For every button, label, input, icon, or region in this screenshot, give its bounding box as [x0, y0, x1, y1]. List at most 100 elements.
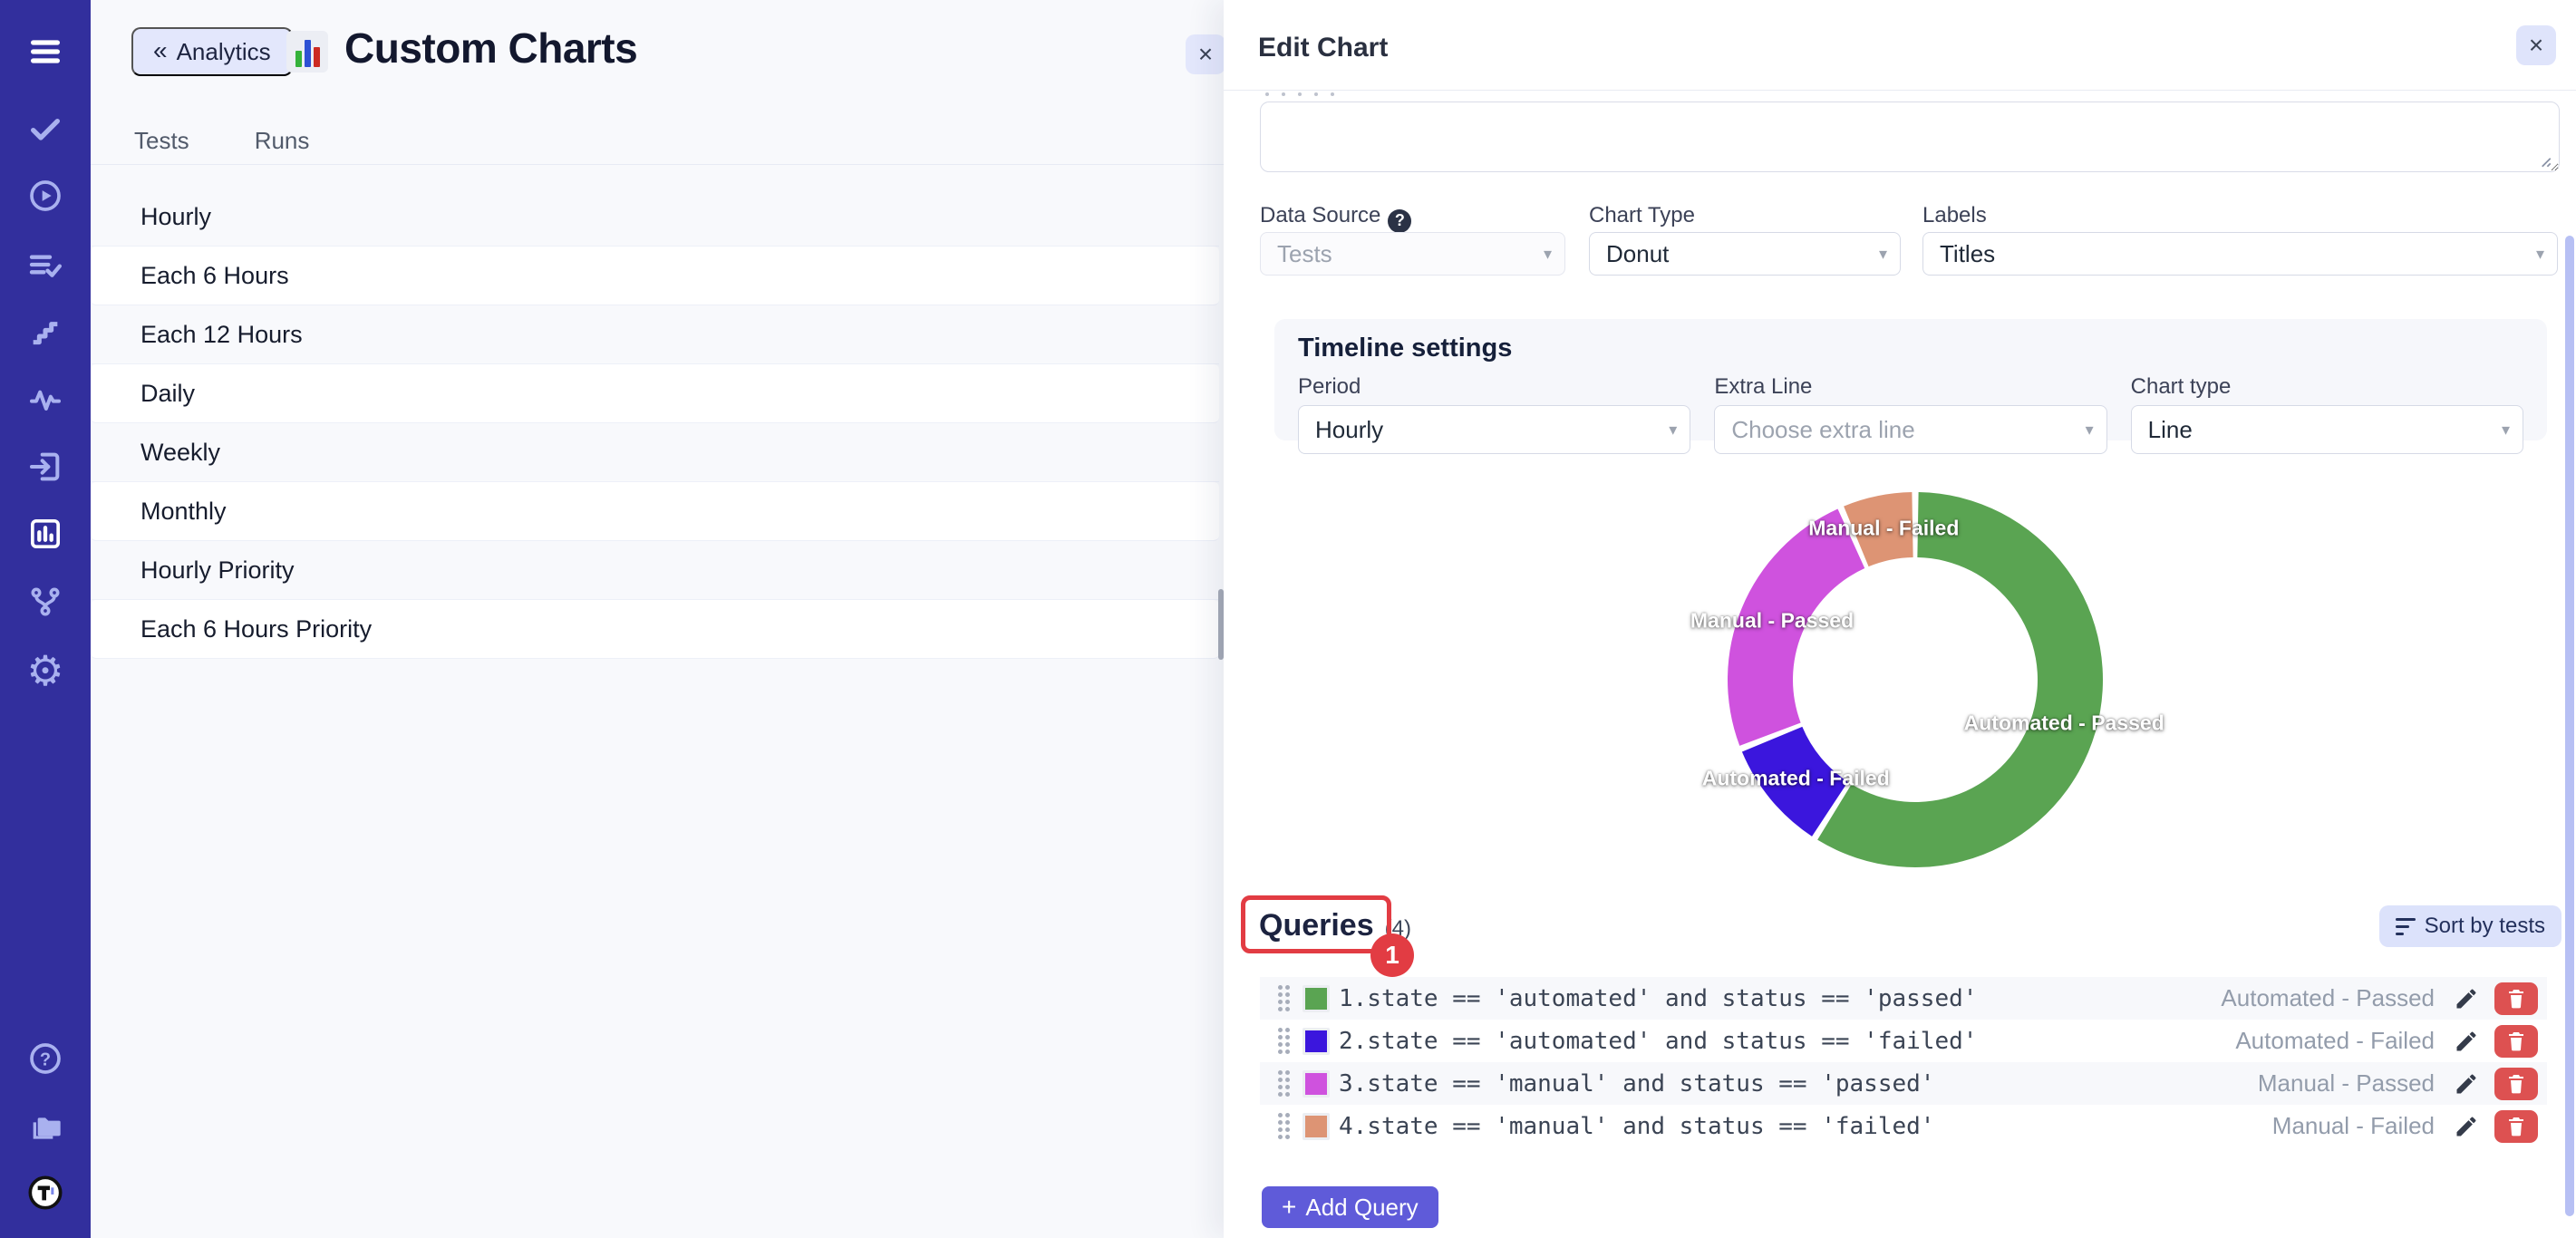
chart-list-item[interactable]: Monthly	[91, 482, 1219, 541]
donut-chart: Automated - Passed Automated - Failed Manu…	[1690, 462, 2164, 897]
query-color-swatch[interactable]	[1303, 1027, 1330, 1055]
gear-icon[interactable]: ⚙	[26, 647, 64, 694]
bar-chart-title-icon	[286, 31, 328, 73]
chart-list-item-label: Hourly	[140, 202, 212, 230]
period-select[interactable]: Hourly ▾	[1298, 405, 1691, 454]
steps-icon[interactable]	[25, 312, 65, 352]
chart-list-item[interactable]: Hourly	[91, 188, 1219, 247]
chart-list-item[interactable]: Each 6 Hours	[91, 247, 1219, 305]
delete-query-button[interactable]	[2494, 1067, 2538, 1100]
query-color-swatch[interactable]	[1303, 984, 1330, 1012]
play-circle-icon[interactable]	[25, 176, 65, 216]
donut-slice-label: Automated - Failed	[1701, 766, 1890, 790]
edit-pencil-icon[interactable]	[2451, 1111, 2482, 1142]
chevron-down-icon: ▾	[1669, 420, 1678, 439]
bar-chart-icon-active[interactable]	[25, 514, 65, 554]
chevron-down-icon: ▾	[1878, 244, 1887, 263]
chart-list-item[interactable]: Daily	[91, 364, 1219, 423]
chart-list-item-label: Weekly	[140, 438, 221, 466]
data-source-select[interactable]: Tests ▾	[1260, 232, 1565, 276]
sort-by-tests-button[interactable]: Sort by tests	[2378, 905, 2561, 947]
drag-handle-icon[interactable]	[1278, 985, 1290, 1011]
extra-line-field: Extra Line Choose extra line ▾	[1714, 374, 2107, 454]
query-expression: 3.state == 'manual' and status == 'passe…	[1339, 1069, 1935, 1098]
chart-list-item[interactable]: Each 12 Hours	[91, 305, 1219, 364]
sort-icon	[2395, 917, 2416, 935]
git-branch-icon[interactable]	[25, 582, 65, 622]
chevron-down-icon: ▾	[2085, 420, 2094, 439]
edit-pencil-icon[interactable]	[2451, 983, 2482, 1014]
help-icon[interactable]: ?	[1388, 208, 1412, 233]
chart-list-item[interactable]: Weekly	[91, 423, 1219, 482]
delete-query-button[interactable]	[2494, 1109, 2538, 1143]
delete-query-button[interactable]	[2494, 1024, 2538, 1058]
description-textarea[interactable]	[1260, 102, 2560, 172]
labels-select[interactable]: Titles ▾	[1922, 232, 2558, 276]
pulse-icon[interactable]	[25, 380, 65, 420]
tabs-divider	[91, 164, 1224, 165]
timeline-chart-type-label: Chart type	[2130, 374, 2232, 399]
query-title-label: Automated - Failed	[2235, 1027, 2435, 1054]
chart-list-item[interactable]: Hourly Priority	[91, 541, 1219, 600]
chevron-down-icon: ▾	[1543, 244, 1552, 263]
queries-count: (4)	[1384, 916, 1411, 941]
chart-list: Hourly Each 6 Hours Each 12 Hours Daily …	[91, 188, 1219, 659]
donut-segment	[1728, 508, 1865, 746]
help-circle-icon[interactable]: ?	[25, 1039, 65, 1078]
query-expression: 1.state == 'automated' and status == 'pa…	[1339, 984, 1978, 1012]
query-expression: 4.state == 'manual' and status == 'faile…	[1339, 1112, 1935, 1140]
query-title-label: Automated - Passed	[2221, 984, 2435, 1011]
list-check-icon[interactable]	[25, 245, 65, 285]
edit-pencil-icon[interactable]	[2451, 1026, 2482, 1057]
chart-list-item[interactable]: Each 6 Hours Priority	[91, 600, 1219, 659]
tab-tests[interactable]: Tests	[134, 127, 189, 154]
chart-list-item-label: Hourly Priority	[140, 556, 295, 584]
edit-chart-close-button[interactable]: ×	[2516, 25, 2556, 65]
chart-type-select[interactable]: Donut ▾	[1589, 232, 1901, 276]
extra-line-select[interactable]: Choose extra line ▾	[1714, 405, 2107, 454]
folders-icon[interactable]	[25, 1108, 65, 1148]
donut-segment	[1741, 726, 1848, 837]
query-row: 2.state == 'automated' and status == 'fa…	[1260, 1020, 2547, 1062]
extra-line-label: Extra Line	[1714, 374, 1813, 399]
chart-type-label: Chart Type	[1589, 203, 1695, 227]
logo-t-icon[interactable]	[25, 1173, 65, 1213]
edit-chart-title: Edit Chart	[1258, 33, 1389, 63]
edit-panel-scrollbar[interactable]	[2565, 236, 2574, 1216]
drag-handle-icon[interactable]	[1278, 1028, 1290, 1054]
analytics-back-label: Analytics	[176, 37, 271, 65]
tab-runs[interactable]: Runs	[254, 127, 310, 154]
analytics-back-button[interactable]: « Analytics	[131, 27, 293, 76]
clipped-field-label	[1265, 92, 1465, 97]
query-expression: 2.state == 'automated' and status == 'fa…	[1339, 1027, 1978, 1055]
sign-in-icon[interactable]	[25, 447, 65, 487]
query-row: 3.state == 'manual' and status == 'passe…	[1260, 1062, 2547, 1105]
delete-query-button[interactable]	[2494, 982, 2538, 1015]
left-panel-scrollbar[interactable]	[1218, 589, 1224, 660]
drag-handle-icon[interactable]	[1278, 1070, 1290, 1097]
checkmark-icon[interactable]	[25, 109, 65, 149]
timeline-chart-type-select[interactable]: Line ▾	[2130, 405, 2523, 454]
query-list: 1.state == 'automated' and status == 'pa…	[1260, 977, 2547, 1147]
data-source-label: Data Source?	[1260, 203, 1412, 233]
query-color-swatch[interactable]	[1303, 1069, 1330, 1098]
labels-label: Labels	[1922, 203, 1987, 227]
query-color-swatch[interactable]	[1303, 1112, 1330, 1140]
custom-charts-panel: « Analytics Custom Charts × Tests Runs H…	[91, 0, 1225, 1238]
sidebar: ⚙ ?	[0, 0, 91, 1238]
queries-heading: Queries (4)	[1259, 908, 1411, 943]
donut-slice-label: Manual - Passed	[1690, 608, 1855, 633]
left-panel-close-button[interactable]: ×	[1186, 34, 1225, 74]
period-field: Period Hourly ▾	[1298, 374, 1691, 454]
chevrons-left-icon: «	[153, 35, 168, 64]
donut-segment	[1817, 492, 2103, 868]
hamburger-menu-icon[interactable]	[25, 32, 65, 72]
edit-chart-panel: Edit Chart × Data Source? Chart Type Lab…	[1224, 0, 2576, 1238]
chart-list-item-label: Each 6 Hours	[140, 261, 289, 289]
query-row: 4.state == 'manual' and status == 'faile…	[1260, 1105, 2547, 1147]
drag-handle-icon[interactable]	[1278, 1113, 1290, 1139]
edit-pencil-icon[interactable]	[2451, 1069, 2482, 1099]
timeline-chart-type-field: Chart type Line ▾	[2130, 374, 2523, 454]
add-query-button[interactable]: + Add Query	[1262, 1186, 1438, 1228]
